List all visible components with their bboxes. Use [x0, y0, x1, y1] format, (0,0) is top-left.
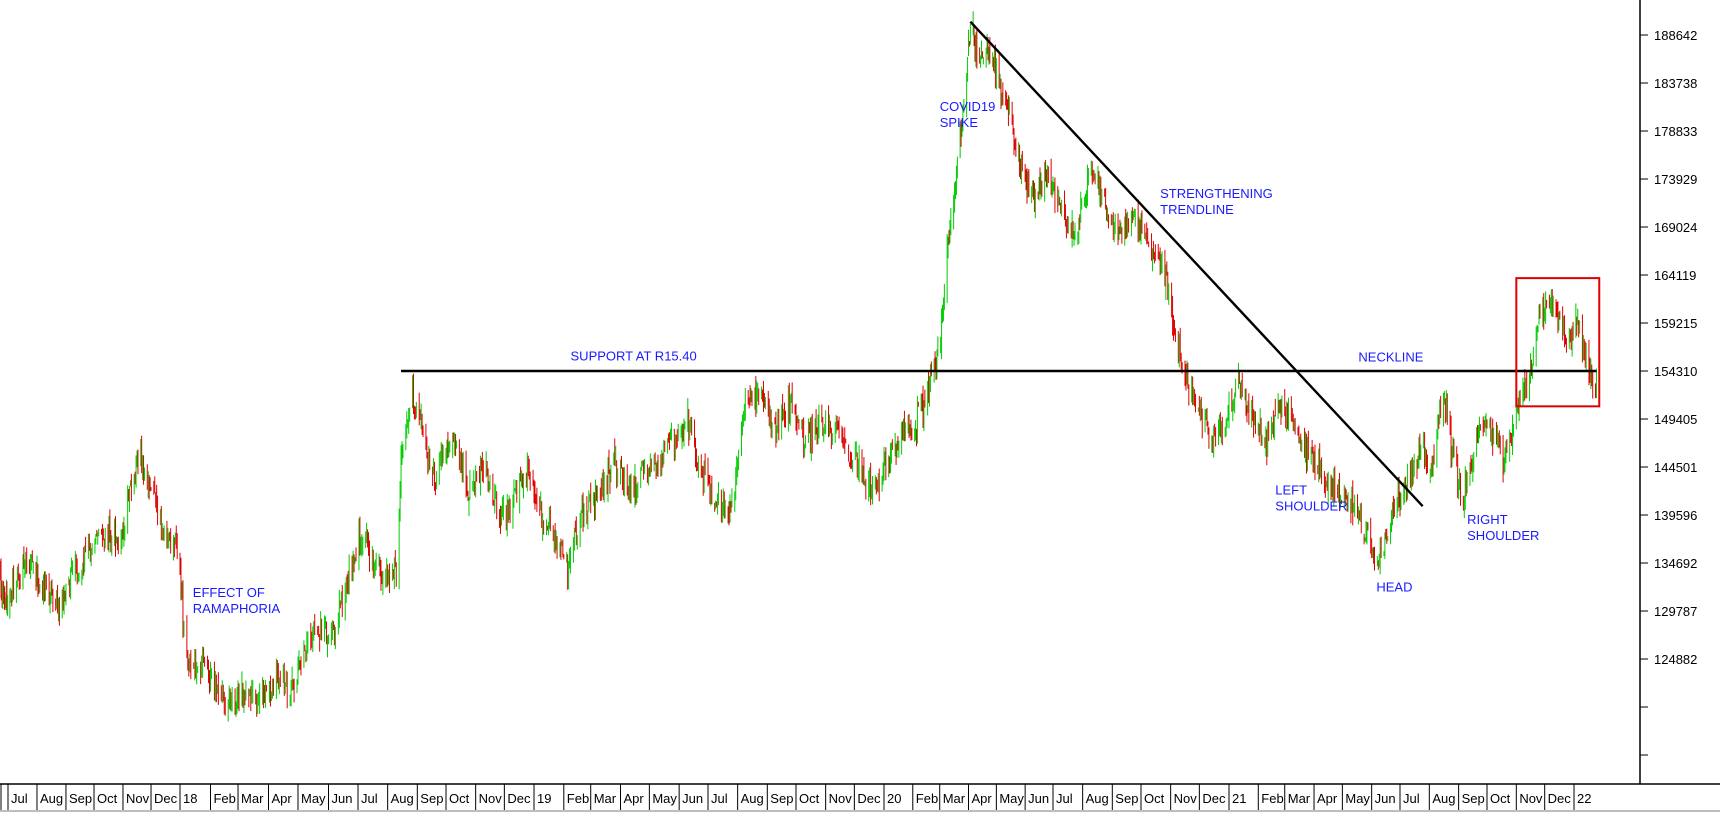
x-tick-label: Dec — [154, 791, 178, 806]
annotation-line: SPIKE — [940, 115, 979, 130]
x-tick-label: Nov — [1174, 791, 1198, 806]
x-tick-label: Oct — [97, 791, 118, 806]
annotation-line: NECKLINE — [1358, 349, 1423, 364]
annotation-support: SUPPORT AT R15.40 — [571, 348, 697, 363]
y-tick-label: 188642 — [1654, 28, 1697, 43]
x-tick-label: Dec — [1202, 791, 1226, 806]
annotation-line: EFFECT OF — [193, 585, 265, 600]
x-tick-label: Apr — [1317, 791, 1338, 806]
x-tick-label: Jun — [331, 791, 352, 806]
annotation-neckline: NECKLINE — [1358, 349, 1423, 364]
annotation-strength: STRENGTHENING TRENDLINE — [1160, 186, 1273, 217]
x-tick-label: Dec — [507, 791, 531, 806]
x-tick-label: Sep — [1462, 791, 1485, 806]
x-tick-label: Aug — [1432, 791, 1455, 806]
y-tick-label: 159215 — [1654, 316, 1697, 331]
y-tick-label: 154310 — [1654, 364, 1697, 379]
y-tick-label: 164119 — [1654, 268, 1696, 283]
x-axis: Jul Aug Sep Oct Nov Dec 18 Feb Mar Apr May Jun Jul Au… — [0, 783, 1720, 814]
x-tick-label: May — [301, 791, 326, 806]
x-tick-label: Oct — [1490, 791, 1511, 806]
x-tick-label: 18 — [183, 791, 197, 806]
y-tick-label: 129787 — [1654, 604, 1697, 619]
x-tick-label: 20 — [887, 791, 901, 806]
y-axis: 188642 183738 178833 173929 169024 164119 1592… — [1639, 0, 1697, 784]
x-tick-label: Jun — [1375, 791, 1396, 806]
x-tick-label: Dec — [1548, 791, 1572, 806]
x-tick-label: 22 — [1577, 791, 1591, 806]
x-tick-label: Oct — [449, 791, 470, 806]
annotation-line: SHOULDER — [1467, 528, 1539, 543]
y-tick-label: 149405 — [1654, 412, 1697, 427]
x-tick-label: Jul — [1403, 791, 1420, 806]
y-tick-label: 124882 — [1654, 652, 1697, 667]
y-tick-label: 183738 — [1654, 76, 1697, 91]
x-tick-label: Aug — [1086, 791, 1109, 806]
x-tick-label: Jul — [11, 791, 28, 806]
x-tick-label: Jul — [711, 791, 728, 806]
y-tick-label: 169024 — [1654, 220, 1697, 235]
x-tick-label: Apr — [272, 791, 293, 806]
y-tick-label: 139596 — [1654, 508, 1697, 523]
annotation-right: RIGHT SHOULDER — [1467, 512, 1539, 543]
annotation-line: LEFT — [1275, 482, 1307, 497]
annotation-left: LEFT SHOULDER — [1275, 482, 1347, 513]
annotation-line: TRENDLINE — [1160, 202, 1234, 217]
x-tick-label: May — [999, 791, 1024, 806]
x-tick-label: 19 — [537, 791, 551, 806]
highlight-box — [1515, 277, 1601, 408]
x-tick-label: Feb — [213, 791, 235, 806]
overlay-lines — [401, 20, 1601, 507]
y-tick-label: 134692 — [1654, 556, 1697, 571]
x-tick-label: Jul — [1056, 791, 1073, 806]
x-tick-label: Oct — [1144, 791, 1165, 806]
x-tick-label: Dec — [857, 791, 881, 806]
x-tick-label: Feb — [916, 791, 938, 806]
x-tick-label: Nov — [1519, 791, 1543, 806]
x-tick-label: Aug — [40, 791, 63, 806]
x-tick-label: Sep — [770, 791, 793, 806]
x-tick-label: Sep — [69, 791, 92, 806]
x-tick-label: Feb — [1261, 791, 1283, 806]
x-tick-label: Mar — [1288, 791, 1311, 806]
annotations: EFFECT OF RAMAPHORIA COVID19 SPIKE STRENGTHE… — [193, 99, 1540, 616]
y-tick-label: 144501 — [1654, 460, 1697, 475]
x-tick-label: Mar — [943, 791, 966, 806]
x-tick-label: May — [1345, 791, 1370, 806]
x-tick-label: Aug — [391, 791, 414, 806]
trendline-line — [969, 20, 1424, 507]
x-tick-label: Nov — [126, 791, 150, 806]
y-tick-label: 173929 — [1654, 172, 1697, 187]
x-tick-label: Mar — [594, 791, 617, 806]
x-tick-label: Nov — [829, 791, 853, 806]
annotation-effect: EFFECT OF RAMAPHORIA — [193, 585, 281, 616]
x-tick-label: Feb — [567, 791, 589, 806]
x-tick-label: Jun — [682, 791, 703, 806]
x-tick-label: Apr — [624, 791, 645, 806]
annotation-line: HEAD — [1376, 579, 1412, 594]
annotation-line: COVID19 — [940, 99, 996, 114]
annotation-line: SHOULDER — [1275, 498, 1347, 513]
annotation-line: SUPPORT AT R15.40 — [571, 348, 697, 363]
x-tick-label: Oct — [799, 791, 820, 806]
x-tick-label: Jun — [1028, 791, 1049, 806]
x-tick-label: Aug — [741, 791, 764, 806]
annotation-line: RIGHT — [1467, 512, 1508, 527]
price-candles — [0, 11, 1597, 722]
annotation-line: RAMAPHORIA — [193, 601, 281, 616]
x-tick-label: Mar — [241, 791, 264, 806]
x-tick-label: Apr — [972, 791, 993, 806]
x-tick-label: Nov — [479, 791, 503, 806]
x-tick-label: Jul — [361, 791, 378, 806]
annotation-covid: COVID19 SPIKE — [940, 99, 996, 130]
annotation-head: HEAD — [1376, 579, 1412, 594]
x-tick-label: 21 — [1232, 791, 1246, 806]
x-tick-label: Sep — [420, 791, 443, 806]
x-axis-strip — [0, 785, 1720, 814]
annotation-line: STRENGTHENING — [1160, 186, 1273, 201]
x-tick-label: Sep — [1115, 791, 1138, 806]
x-tick-label: May — [652, 791, 677, 806]
y-tick-label: 178833 — [1654, 124, 1697, 139]
